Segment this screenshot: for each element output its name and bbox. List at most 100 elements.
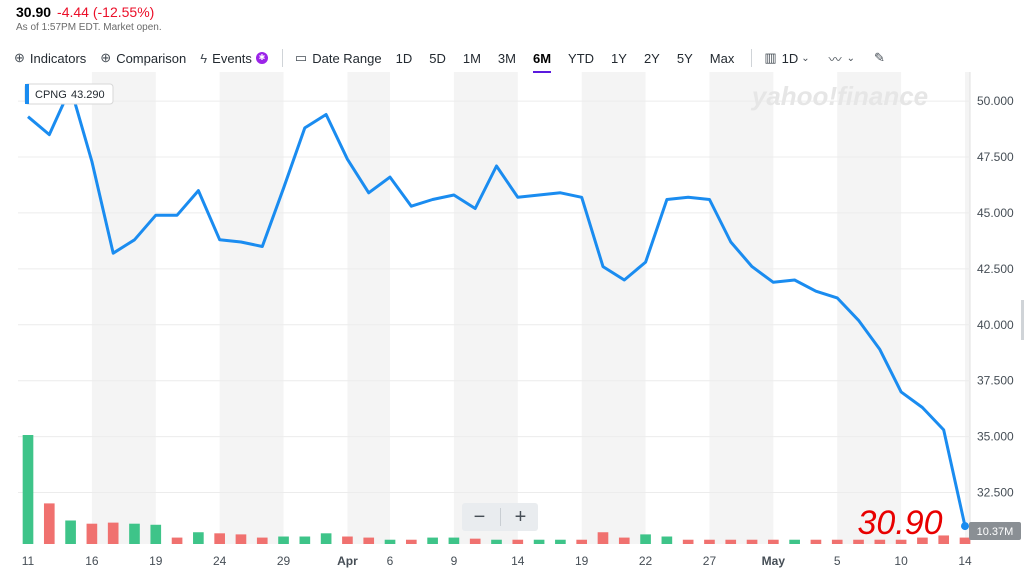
x-tick-label: 27 — [703, 554, 717, 568]
volume-bar — [704, 539, 715, 544]
volume-bar — [853, 539, 864, 544]
volume-bar — [448, 537, 460, 544]
interval-label: 1D — [781, 50, 799, 66]
indicators-label: Indicators — [29, 50, 87, 66]
volume-bar — [618, 537, 630, 544]
date-range-button[interactable]: ▭ Date Range — [295, 50, 382, 66]
volume-bar — [22, 435, 34, 544]
divider — [281, 49, 283, 67]
shade-band — [709, 72, 774, 544]
volume-bar — [874, 539, 886, 544]
range-5d[interactable]: 5D — [429, 50, 446, 66]
volume-bar — [256, 537, 268, 544]
volume-bar — [491, 539, 502, 544]
shade-band — [453, 72, 518, 544]
volume-bar — [789, 539, 800, 544]
indicators-button[interactable]: ⊕ Indicators — [14, 50, 86, 66]
tooltip-symbol: CPNG — [35, 89, 67, 101]
draw-button[interactable]: ✎ — [874, 50, 890, 66]
volume-bar — [682, 539, 694, 544]
volume-bar — [235, 534, 247, 544]
grid-lines — [18, 72, 1024, 544]
watermark: yahoo!finance — [750, 81, 928, 111]
weekend-shading — [91, 72, 970, 544]
comparison-button[interactable]: ⊕ Comparison — [100, 50, 186, 66]
x-axis: 11 16 19 24 29 Apr 6 9 14 19 22 27 May 5 10 14 — [22, 554, 972, 568]
volume-bar — [405, 539, 417, 544]
range-1m[interactable]: 1M — [462, 50, 481, 66]
plus-circle-icon: ⊕ — [100, 50, 112, 65]
volume-bar — [43, 503, 55, 544]
x-tick-label: 14 — [958, 554, 972, 568]
pencil-icon: ✎ — [874, 50, 885, 65]
volume-bar — [895, 539, 907, 544]
x-tick-label: 24 — [213, 554, 227, 568]
volume-bar — [640, 534, 651, 544]
volume-tag — [969, 522, 1021, 540]
calendar-icon: ▭ — [294, 50, 308, 65]
chart-toolbar: ⊕ Indicators ⊕ Comparison ϟ Events ✱ ▭ D… — [14, 46, 904, 73]
comparison-label: Comparison — [116, 50, 187, 66]
x-tick-label: 29 — [277, 554, 291, 568]
volume-bar — [86, 523, 98, 544]
x-tick-label: 5 — [834, 554, 841, 568]
volume-bar — [469, 538, 481, 544]
volume-bar — [342, 536, 353, 544]
range-6m[interactable]: 6M — [532, 50, 552, 73]
events-button[interactable]: ϟ Events ✱ — [200, 51, 268, 66]
volume-bar — [363, 537, 375, 544]
price-line — [27, 86, 967, 527]
y-tick-label: 40.000 — [977, 318, 1014, 332]
volume-bar — [810, 539, 822, 544]
range-1d[interactable]: 1D — [395, 50, 413, 66]
volume-bar — [384, 539, 396, 544]
y-tick-label: 50.000 — [977, 94, 1014, 108]
shade-band — [91, 72, 156, 544]
zoom-controls: − + — [462, 503, 538, 531]
range-2y[interactable]: 2Y — [643, 50, 660, 66]
volume-bars — [22, 435, 971, 544]
x-tick-label: May — [762, 554, 786, 568]
x-tick-label: 19 — [575, 554, 589, 568]
zoom-out-button[interactable]: − — [473, 505, 486, 528]
x-tick-label: 22 — [639, 554, 653, 568]
shade-band — [965, 72, 970, 544]
y-tick-label: 32.500 — [977, 486, 1014, 500]
x-tick-label: Apr — [337, 554, 358, 568]
tooltip-value: 43.290 — [71, 89, 105, 101]
x-tick-label: 6 — [387, 554, 394, 568]
volume-bar — [278, 536, 289, 544]
y-tick-label: 35.000 — [977, 430, 1014, 444]
zoom-in-button[interactable]: + — [514, 505, 527, 528]
shade-band — [219, 72, 284, 544]
interval-dropdown[interactable]: ▥ 1D ⌄ — [764, 50, 814, 66]
date-range-label: Date Range — [312, 50, 382, 66]
volume-bar — [512, 539, 524, 544]
y-axis: 50.000 47.500 45.000 42.500 40.000 37.500 35.0… — [977, 94, 1014, 499]
events-label: Events — [212, 50, 252, 66]
x-tick-label: 10 — [894, 554, 908, 568]
chart-type-dropdown[interactable]: 〰 ⌄ — [829, 49, 860, 68]
candle-calendar-icon: ▥ — [764, 50, 777, 65]
volume-bar — [65, 520, 76, 544]
range-max[interactable]: Max — [709, 50, 735, 66]
range-ytd[interactable]: YTD — [568, 50, 595, 66]
volume-bar — [533, 539, 545, 544]
range-5y[interactable]: 5Y — [676, 50, 693, 66]
volume-bar — [214, 533, 225, 544]
volume-bar — [193, 532, 204, 544]
scroll-handle[interactable] — [1021, 300, 1024, 340]
volume-bar — [938, 535, 950, 544]
range-3m[interactable]: 3M — [497, 50, 516, 66]
chevron-down-icon: ⌄ — [801, 52, 810, 64]
y-tick-label: 42.500 — [977, 262, 1014, 276]
volume-bar — [129, 523, 140, 544]
plus-circle-icon: ⊕ — [14, 50, 25, 65]
range-1y[interactable]: 1Y — [611, 50, 627, 66]
volume-bar — [959, 537, 971, 544]
y-tick-label: 45.000 — [977, 206, 1014, 220]
shade-band — [581, 72, 646, 544]
volume-bar — [725, 539, 737, 544]
series-tooltip: CPNG 43.290 — [24, 83, 114, 105]
